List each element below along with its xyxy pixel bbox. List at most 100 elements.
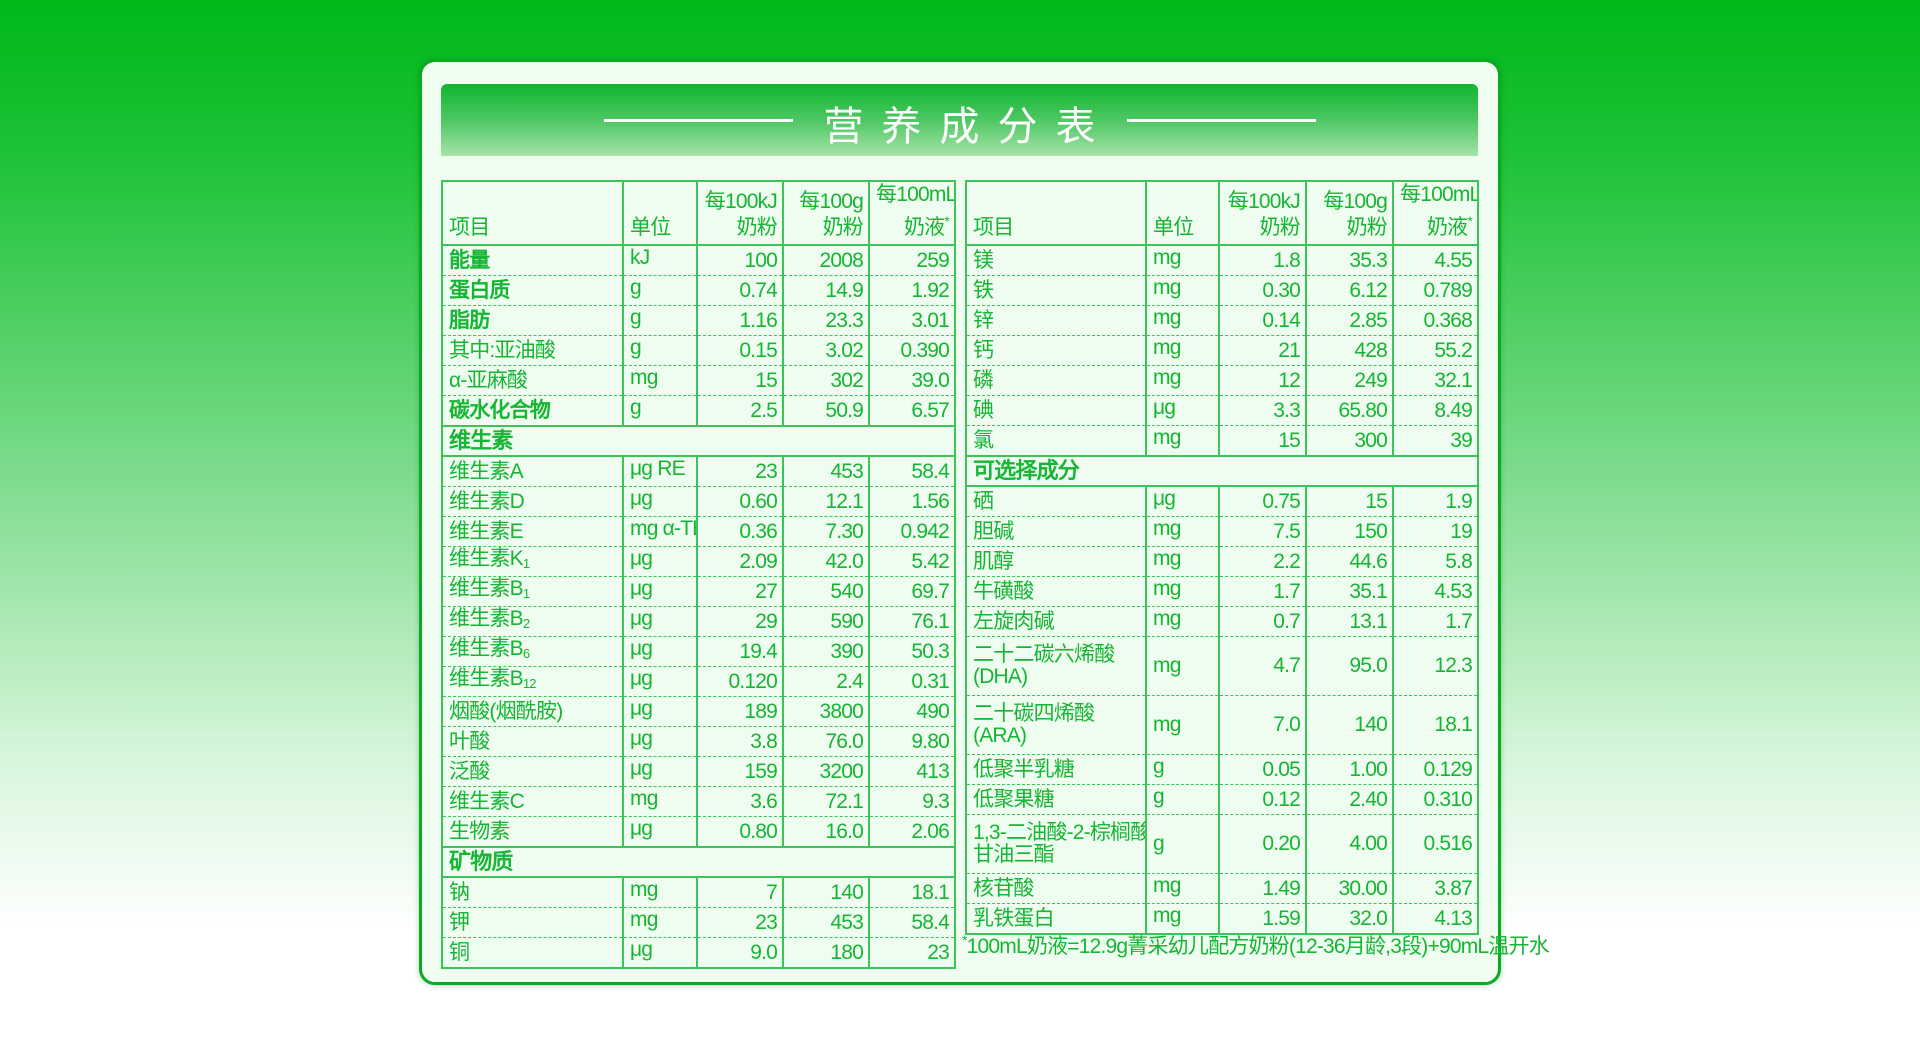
header-line: 奶粉: [1346, 216, 1388, 239]
unit-cell: μg: [622, 937, 698, 969]
nutrient-cell: 左旋肉碱: [965, 606, 1147, 637]
table-row: 低聚果糖 g 0.12 2.40 0.310: [965, 784, 1479, 815]
unit-cell: g: [1145, 784, 1220, 815]
table-row: 碘 μg 3.3 65.80 8.49: [965, 395, 1479, 426]
table-row: 维生素K1 μg 2.09 42.0 5.42: [441, 546, 956, 577]
table-row: α-亚麻酸 mg 15 302 39.0: [441, 365, 956, 396]
value-per-100ml: 3.87: [1392, 873, 1479, 904]
value-per-100ml: 32.1: [1392, 365, 1479, 396]
value-per-100kj: 2.2: [1218, 546, 1307, 577]
section-row: 可选择成分: [965, 455, 1479, 487]
value-per-100kj: 159: [696, 756, 784, 787]
value-per-100ml: 6.57: [868, 395, 956, 427]
value-per-100ml: 259: [868, 245, 956, 276]
nutrient-name: 维生素A: [449, 459, 524, 483]
nutrient-name: 维生素B: [449, 667, 524, 690]
value-per-100kj: 21: [1218, 335, 1307, 366]
subscript: 2: [522, 616, 530, 631]
unit-cell: g: [622, 305, 698, 336]
value-per-100kj: 1.59: [1218, 903, 1307, 935]
value-per-100ml: 4.13: [1392, 903, 1479, 935]
table-row: 左旋肉碱 mg 0.7 13.1 1.7: [965, 606, 1479, 637]
nutrient-name: 维生素D: [449, 489, 525, 513]
table-row: 维生素D μg 0.60 12.1 1.56: [441, 486, 956, 517]
value-per-100ml: 413: [868, 756, 956, 787]
nutrient-name: 乳铁蛋白: [973, 906, 1055, 930]
table-row: 钠 mg 7 140 18.1: [441, 877, 956, 908]
value-per-100kj: 0.80: [696, 816, 784, 848]
value-per-100ml: 0.789: [1392, 275, 1479, 306]
nutrient-cell: 维生素K1: [441, 546, 624, 577]
value-per-100ml: 69.7: [868, 576, 956, 607]
header-per-100g: 每100g 奶粉: [782, 180, 870, 246]
header-line: 奶液: [1426, 216, 1468, 239]
nutrient-cell: 铜: [441, 937, 624, 969]
value-per-100ml: 58.4: [868, 456, 956, 487]
nutrient-cell: 维生素B1: [441, 576, 624, 607]
value-per-100kj: 3.6: [696, 786, 784, 817]
value-per-100kj: 3.3: [1218, 395, 1307, 426]
subscript: 12: [522, 676, 537, 691]
value-per-100kj: 23: [696, 907, 784, 938]
nutrient-name: 维生素E: [449, 519, 524, 543]
value-per-100ml: 39.0: [868, 365, 956, 396]
value-per-100g: 15: [1305, 486, 1394, 517]
nutrient-name: 二十碳四烯酸: [973, 702, 1095, 725]
footnote: *100mL奶液=12.9g菁采幼儿配方奶粉(12-36月龄,3段)+90mL温…: [962, 930, 1550, 960]
table-row: 维生素B2 μg 29 590 76.1: [441, 606, 956, 637]
header-line: 奶液: [903, 216, 945, 239]
header-item: 项目: [441, 180, 624, 246]
value-per-100g: 32.0: [1305, 903, 1394, 935]
nutrient-cell: 低聚半乳糖: [965, 754, 1147, 785]
value-per-100ml: 76.1: [868, 606, 956, 637]
unit-cell: μg: [622, 756, 698, 787]
nutrient-name: 低聚果糖: [973, 787, 1055, 811]
table-row: 维生素B12 μg 0.120 2.4 0.31: [441, 666, 956, 697]
title-right-rule: [1127, 119, 1316, 122]
value-per-100ml: 1.9: [1392, 486, 1479, 517]
nutrient-cell: α-亚麻酸: [441, 365, 624, 396]
nutrient-cell: 钙: [965, 335, 1147, 366]
section-row: 维生素: [441, 425, 956, 457]
value-per-100ml: 9.3: [868, 786, 956, 817]
unit-cell: mg: [1145, 245, 1220, 276]
table-row: 蛋白质 g 0.74 14.9 1.92: [441, 275, 956, 306]
value-per-100kj: 4.7: [1218, 636, 1307, 696]
nutrient-cell: 维生素E: [441, 516, 624, 547]
value-per-100g: 140: [782, 877, 870, 908]
value-per-100g: 95.0: [1305, 636, 1394, 696]
value-per-100ml: 8.49: [1392, 395, 1479, 426]
value-per-100g: 3800: [782, 696, 870, 727]
value-per-100g: 302: [782, 365, 870, 396]
header-line: 每100kJ: [704, 190, 778, 213]
value-per-100kj: 7.5: [1218, 516, 1307, 547]
value-per-100g: 44.6: [1305, 546, 1394, 577]
unit-cell: mg: [622, 907, 698, 938]
nutrient-cell: 氯: [965, 425, 1147, 457]
value-per-100ml: 19: [1392, 516, 1479, 547]
value-per-100ml: 0.129: [1392, 754, 1479, 785]
header-unit: 单位: [622, 180, 698, 246]
unit-cell: mg: [1145, 636, 1220, 696]
value-per-100ml: 4.53: [1392, 576, 1479, 607]
value-per-100kj: 1.8: [1218, 245, 1307, 276]
table-row: 牛磺酸 mg 1.7 35.1 4.53: [965, 576, 1479, 607]
header-item: 项目: [965, 180, 1147, 246]
nutrient-cell: 叶酸: [441, 726, 624, 757]
header-per-100kj: 每100kJ 奶粉: [696, 180, 784, 246]
unit-cell: μg: [622, 816, 698, 848]
value-per-100g: 150: [1305, 516, 1394, 547]
unit-cell: mg α-TE: [622, 516, 698, 547]
value-per-100kj: 15: [696, 365, 784, 396]
header-line: 每100kJ: [1227, 190, 1301, 213]
table-row: 二十碳四烯酸 (ARA) mg 7.0 140 18.1: [965, 695, 1479, 755]
value-per-100g: 3.02: [782, 335, 870, 366]
value-per-100ml: 4.55: [1392, 245, 1479, 276]
nutrient-cell: 能量: [441, 245, 624, 276]
value-per-100kj: 29: [696, 606, 784, 637]
unit-cell: g: [1145, 754, 1220, 785]
value-per-100ml: 1.7: [1392, 606, 1479, 637]
unit-cell: μg: [622, 486, 698, 517]
unit-cell: mg: [1145, 576, 1220, 607]
value-per-100kj: 0.7: [1218, 606, 1307, 637]
